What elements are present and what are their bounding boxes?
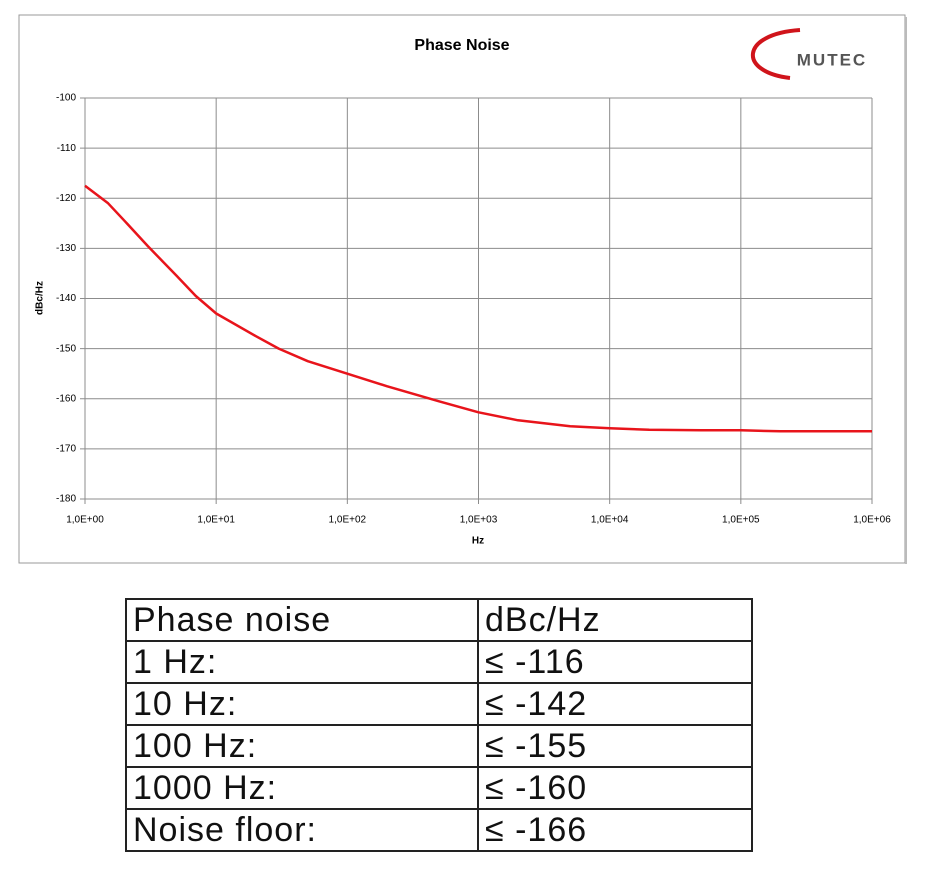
table-body: Phase noise dBc/Hz 1 Hz: ≤ -116 10 Hz: ≤ -1… — [125, 598, 753, 852]
y-tick-label: -120 — [56, 193, 76, 204]
x-tick-label: 1,0E+01 — [197, 515, 235, 526]
table-row: 100 Hz: ≤ -155 — [125, 724, 753, 768]
x-tick-label: 1,0E+02 — [329, 515, 367, 526]
table-cell: 10 Hz: — [125, 682, 479, 726]
chart: Phase Noise MUTEC dBc/Hz Hz -100 -110 -120… — [18, 14, 907, 564]
x-tick-label: 1,0E+00 — [66, 515, 104, 526]
table-header: Phase noise dBc/Hz — [125, 598, 753, 642]
y-axis-label: dBc/Hz — [35, 281, 46, 315]
chart-title: Phase Noise — [414, 37, 509, 54]
table-cell: 100 Hz: — [125, 724, 479, 768]
table-cell: ≤ -160 — [477, 766, 753, 810]
x-tick-label: 1,0E+06 — [853, 515, 891, 526]
table-cell: ≤ -116 — [477, 640, 753, 684]
y-tick-label: -180 — [56, 494, 76, 505]
y-tick-label: -110 — [57, 143, 77, 154]
table-cell: Noise floor: — [125, 808, 479, 852]
table-row: 10 Hz: ≤ -142 — [125, 682, 753, 726]
table-cell: 1000 Hz: — [125, 766, 479, 810]
header-cell: dBc/Hz — [477, 598, 753, 642]
logo: MUTEC — [797, 50, 867, 69]
data-line — [84, 184, 872, 433]
table-cell: ≤ -166 — [477, 808, 753, 852]
spec-table: Phase noise dBc/Hz 1 Hz: ≤ -116 10 Hz: ≤ -1… — [125, 598, 753, 852]
table-cell: 1 Hz: — [125, 640, 479, 684]
table-row: Noise floor: ≤ -166 — [125, 808, 753, 852]
y-tick-label: -100 — [56, 93, 76, 104]
x-axis-label: Hz — [472, 536, 484, 547]
x-tick-label: 1,0E+04 — [591, 515, 629, 526]
table-cell: ≤ -155 — [477, 724, 753, 768]
table-row: 1000 Hz: ≤ -160 — [125, 766, 753, 810]
x-tick-label: 1,0E+05 — [722, 515, 760, 526]
y-tick-label: -130 — [56, 243, 76, 254]
x-tick-label: 1,0E+03 — [460, 515, 498, 526]
header-cell: Phase noise — [125, 598, 479, 642]
chart-frame — [18, 14, 906, 564]
y-tick-label: -160 — [56, 393, 76, 404]
y-tick-label: -140 — [56, 293, 76, 304]
logo-arc — [750, 28, 801, 80]
y-tick-label: -170 — [56, 444, 76, 455]
table-row: 1 Hz: ≤ -116 — [125, 640, 753, 684]
y-tick-label: -150 — [56, 343, 76, 354]
table-cell: ≤ -142 — [477, 682, 753, 726]
